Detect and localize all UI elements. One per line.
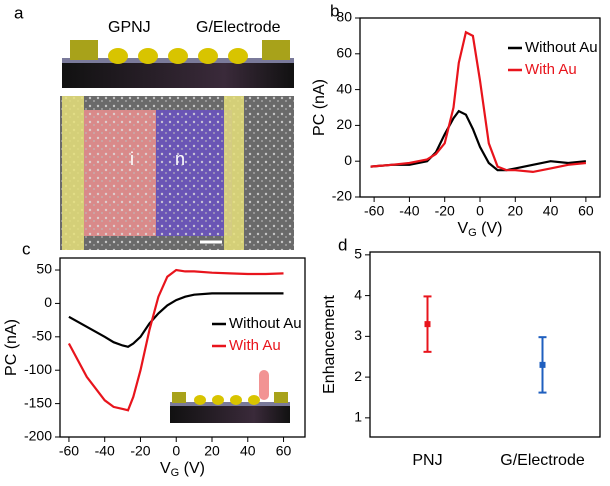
x-axis-label-part: (V) — [179, 460, 205, 477]
x-tick-label: PNJ — [412, 452, 442, 469]
x-tick-label: -40 — [399, 203, 419, 219]
y-tick-label: -150 — [24, 394, 52, 410]
panel-a-illustration: a GPNJ G/Electrode i n — [14, 3, 294, 250]
y-tick-label: 60 — [336, 45, 352, 61]
x-tick-label: G/Electrode — [500, 452, 585, 469]
device-label: G/Electrode — [196, 19, 281, 36]
y-tick-label: 2 — [354, 368, 362, 384]
y-axis-label: PC (nA) — [3, 319, 20, 376]
panel-label: c — [22, 239, 31, 258]
x-tick-label: 0 — [476, 203, 484, 219]
x-tick-label: 60 — [276, 443, 292, 459]
line-series — [370, 109, 587, 172]
x-axis-label-part: (V) — [477, 220, 503, 237]
region-label: i — [130, 149, 134, 169]
line-series — [68, 292, 284, 348]
panel-label: d — [338, 235, 347, 254]
point — [539, 361, 546, 368]
x-tick-label: -40 — [95, 443, 115, 459]
y-tick-label: 5 — [354, 246, 362, 262]
legend-label: Without Au — [229, 315, 302, 332]
x-axis-label: VG (V) — [457, 220, 502, 239]
x-axis-label: VG (V) — [160, 460, 205, 479]
x-tick-label: 40 — [543, 203, 559, 219]
electrode — [70, 40, 98, 60]
electrode — [262, 40, 290, 60]
electrode-region — [224, 96, 244, 250]
electrode-region — [62, 96, 84, 250]
au-particles — [108, 48, 248, 64]
sem-texture — [60, 96, 294, 250]
x-tick-label: -60 — [59, 443, 79, 459]
y-tick-label: 1 — [354, 409, 362, 425]
line-series — [67, 268, 284, 412]
y-tick-label: 0 — [344, 152, 352, 168]
y-tick-label: -100 — [24, 361, 52, 377]
x-tick-label: -60 — [364, 203, 384, 219]
y-tick-label: 20 — [336, 116, 352, 132]
x-axis-label-part: G — [468, 227, 477, 239]
y-tick-label: 0 — [44, 294, 52, 310]
x-axis-label-part: G — [171, 467, 180, 479]
panel-label: a — [14, 3, 24, 22]
x-tick-label: 20 — [508, 203, 524, 219]
y-axis-label: Enhancement — [321, 295, 338, 394]
substrate — [62, 62, 294, 88]
legend-label: With Au — [525, 61, 577, 78]
x-tick-label: 0 — [172, 443, 180, 459]
panel-label: b — [330, 1, 339, 20]
legend-label: Without Au — [525, 39, 598, 56]
y-tick-label: 50 — [36, 261, 52, 277]
axes-frame — [59, 257, 306, 438]
region-label: n — [175, 149, 185, 169]
y-tick-label: -50 — [32, 328, 52, 344]
x-axis-label-part: V — [160, 460, 171, 477]
y-tick-label: -20 — [332, 188, 352, 204]
x-tick-label: 60 — [578, 203, 594, 219]
device-label: GPNJ — [108, 19, 151, 36]
axes-frame — [369, 251, 601, 438]
y-tick-label: 40 — [336, 80, 352, 96]
panel-c-inset — [170, 370, 290, 423]
x-axis-label-part: V — [457, 220, 468, 237]
x-tick-label: 20 — [204, 443, 220, 459]
y-axis-label: PC (nA) — [311, 79, 328, 136]
x-tick-label: 40 — [240, 443, 256, 459]
legend-label: With Au — [229, 337, 281, 354]
y-tick-label: -200 — [24, 428, 52, 444]
y-tick-label: 80 — [336, 9, 352, 25]
line-series — [370, 30, 587, 174]
y-tick-label: 3 — [354, 327, 362, 343]
point — [424, 321, 431, 328]
x-tick-label: -20 — [130, 443, 150, 459]
x-tick-label: -20 — [435, 203, 455, 219]
y-tick-label: 4 — [354, 286, 362, 302]
